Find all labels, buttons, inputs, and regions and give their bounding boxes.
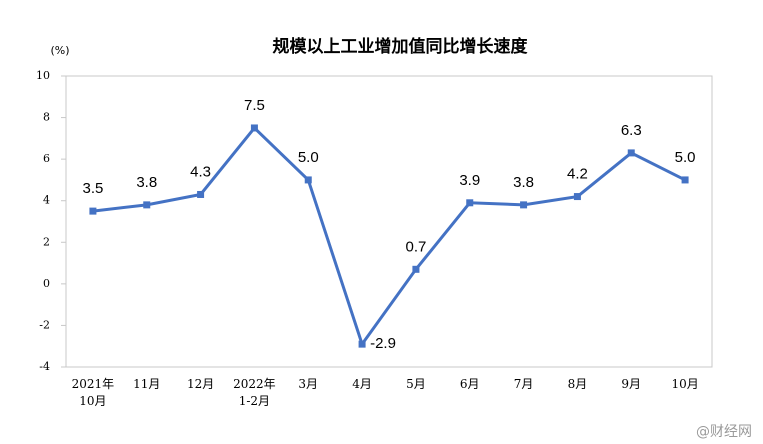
y-tick-label: 10 <box>36 69 50 82</box>
data-label: 0.7 <box>405 238 426 255</box>
y-tick-label: 4 <box>43 194 50 207</box>
x-tick-label: 11月 <box>133 377 161 391</box>
marker <box>573 193 581 201</box>
y-tick-label: 2 <box>43 235 50 248</box>
y-unit: (%) <box>50 44 69 57</box>
y-tick-label: -4 <box>39 360 50 373</box>
data-label: 3.8 <box>136 174 157 191</box>
marker <box>412 265 420 273</box>
marker <box>358 340 366 348</box>
marker <box>627 149 635 157</box>
data-label: 7.5 <box>244 97 265 114</box>
data-label: 5.0 <box>675 149 696 166</box>
data-label: 3.8 <box>513 174 534 191</box>
plot-frame <box>65 75 713 368</box>
watermark: @财经网 <box>696 424 752 440</box>
y-tick-label: 0 <box>43 277 50 290</box>
data-label: 4.3 <box>190 163 211 180</box>
x-tick-label: 5月 <box>406 377 426 391</box>
x-tick-label: 12月 <box>186 377 215 391</box>
marker <box>89 207 97 215</box>
x-tick-label: 7月 <box>513 377 534 391</box>
x-tick-label: 9月 <box>621 377 642 391</box>
data-label: 5.0 <box>298 149 319 166</box>
x-tick-label: 6月 <box>459 377 480 391</box>
y-tick-label: 8 <box>43 111 50 124</box>
x-tick-label: 4月 <box>352 377 372 391</box>
marker <box>520 201 528 209</box>
x-tick-label: 10月 <box>671 377 699 391</box>
data-label: 3.9 <box>459 172 480 189</box>
y-tick-label: -2 <box>39 318 50 331</box>
y-tick-label: 6 <box>43 152 50 165</box>
chart-title: 规模以上工业增加值同比增长速度 <box>273 36 529 57</box>
data-label: 3.5 <box>82 180 103 197</box>
x-tick-label: 8月 <box>567 377 588 391</box>
marker <box>466 199 474 207</box>
data-label: -2.9 <box>370 335 396 352</box>
data-label: 6.3 <box>621 122 642 139</box>
data-label: 4.2 <box>567 166 588 183</box>
marker <box>143 201 151 209</box>
line <box>92 125 686 348</box>
marker <box>250 124 258 132</box>
marker <box>304 176 312 184</box>
x-tick-label: 3月 <box>298 377 319 391</box>
marker <box>197 190 205 198</box>
marker <box>681 176 689 184</box>
x-tick-label: 2022年 1-2月 <box>233 377 276 408</box>
x-tick-label: 2021年 10月 <box>71 377 115 408</box>
